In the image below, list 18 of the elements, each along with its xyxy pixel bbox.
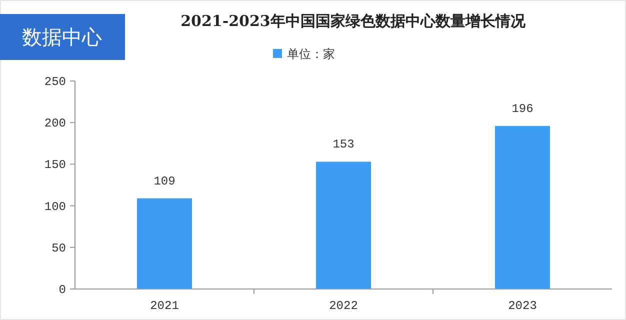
bar xyxy=(495,126,550,289)
y-tick-label: 250 xyxy=(44,75,66,89)
y-tick-label: 0 xyxy=(58,283,66,297)
data-label: 109 xyxy=(154,174,176,188)
x-tick-label: 2021 xyxy=(150,299,179,313)
x-tick-label: 2022 xyxy=(329,299,358,313)
bar xyxy=(316,162,371,289)
legend-label: 单位：家 xyxy=(287,47,335,61)
y-tick-label: 100 xyxy=(44,200,66,214)
data-label: 196 xyxy=(512,102,534,116)
y-tick-label: 200 xyxy=(44,116,66,131)
data-label: 153 xyxy=(332,138,354,152)
y-tick-label: 150 xyxy=(44,158,66,172)
chart-title: 2021-2023年中国国家绿色数据中心数量增长情况 xyxy=(180,12,526,30)
y-tick-label: 50 xyxy=(52,241,66,256)
x-tick-label: 2023 xyxy=(508,299,537,313)
bar xyxy=(137,198,192,289)
section-tag: 数据中心 xyxy=(0,14,125,60)
